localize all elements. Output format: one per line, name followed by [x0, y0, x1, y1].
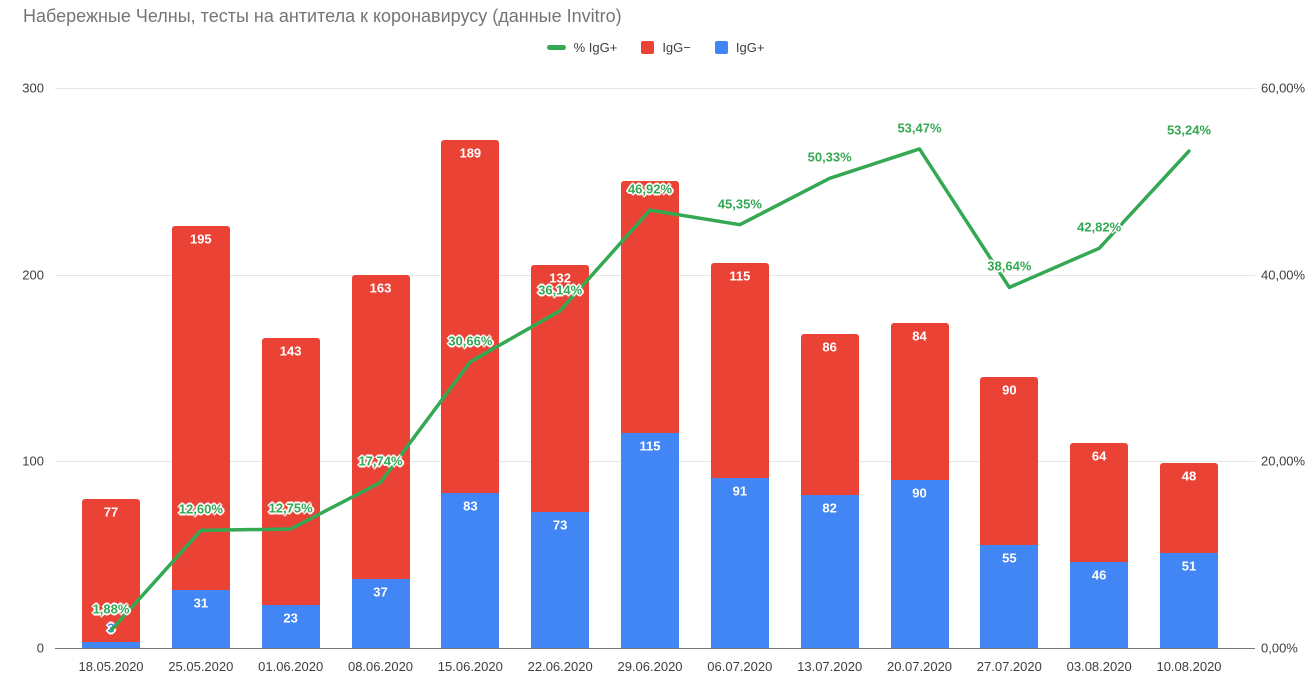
bar-segment-igg-pos[interactable]: [1160, 552, 1218, 648]
x-axis-date-label: 08.06.2020: [347, 659, 414, 674]
left-axis-tick-label: 200: [22, 267, 44, 283]
bar-segment-igg-neg[interactable]: [261, 338, 320, 606]
bar-segment-igg-neg[interactable]: [351, 274, 410, 579]
legend-item-igg-pos[interactable]: IgG+: [714, 39, 765, 55]
percent-line[interactable]: [109, 147, 1191, 633]
legend-label: IgG+: [735, 39, 765, 55]
right-axis-tick-label: 0,00%: [1261, 640, 1298, 656]
x-axis-date-label: 18.05.2020: [78, 659, 144, 674]
red-box-swatch-icon: [641, 40, 655, 54]
x-axis-date-label: 01.06.2020: [258, 659, 324, 674]
bar-segment-igg-neg[interactable]: [710, 263, 769, 479]
bar-segment-igg-pos[interactable]: [710, 478, 769, 648]
right-axis-tick-label: 40,00%: [1261, 267, 1306, 283]
right-axis-tick-label: 60,00%: [1261, 80, 1306, 96]
legend-label: % IgG+: [573, 39, 618, 55]
x-axis-date-label: 29.06.2020: [617, 659, 683, 674]
bar-segment-igg-neg[interactable]: [82, 498, 140, 643]
bar-segment-igg-pos[interactable]: [1070, 562, 1129, 648]
x-axis-baseline: [55, 648, 1255, 649]
bar-segment-igg-pos[interactable]: [531, 511, 590, 648]
bar-segment-igg-pos[interactable]: [351, 578, 410, 648]
x-axis-date-label: 15.06.2020: [437, 659, 503, 674]
bar-segment-igg-neg[interactable]: [531, 265, 590, 512]
line-swatch-icon: [546, 44, 566, 50]
bar-segment-igg-pos[interactable]: [980, 545, 1039, 648]
bar-segment-igg-pos[interactable]: [82, 642, 140, 648]
chart-legend: % IgG+ IgG− IgG+: [0, 37, 1311, 57]
bar-segment-igg-neg[interactable]: [621, 181, 679, 434]
legend-item-igg-neg[interactable]: IgG−: [641, 40, 691, 55]
x-axis-date-label: 13.07.2020: [797, 659, 863, 674]
right-axis-tick-label: 20,00%: [1261, 453, 1306, 469]
left-axis-tick-label: 0: [36, 640, 44, 656]
bar-segment-igg-neg[interactable]: [890, 323, 949, 480]
x-axis-date-label: 03.08.2020: [1066, 659, 1132, 674]
bar-segment-igg-pos[interactable]: [800, 494, 859, 648]
x-axis-date-label: 25.05.2020: [168, 659, 234, 674]
x-axis-date-label: 27.07.2020: [976, 659, 1042, 674]
bar-segment-igg-neg[interactable]: [441, 140, 500, 494]
bar-segment-igg-pos[interactable]: [171, 590, 230, 648]
blue-box-swatch-icon: [714, 40, 728, 54]
bar-segment-igg-pos[interactable]: [621, 433, 679, 648]
bar-segment-igg-pos[interactable]: [890, 480, 949, 648]
legend-item-pct-igg-pos[interactable]: % IgG+: [546, 39, 618, 55]
bar-segment-igg-neg[interactable]: [800, 334, 859, 495]
left-axis-tick-label: 100: [22, 453, 44, 469]
x-axis-date-label: 06.07.2020: [707, 659, 773, 674]
legend-label: IgG−: [662, 39, 691, 55]
bar-segment-igg-neg[interactable]: [1070, 442, 1129, 563]
bar-segment-igg-pos[interactable]: [441, 493, 500, 648]
bar-segment-igg-pos[interactable]: [261, 605, 320, 648]
x-axis-date-label: 10.08.2020: [1156, 659, 1222, 674]
bar-segment-igg-neg[interactable]: [980, 377, 1039, 546]
x-axis-date-label: 20.07.2020: [886, 659, 953, 674]
left-axis-tick-label: 300: [22, 80, 44, 96]
chart-title: Набережные Челны, тесты на антитела к ко…: [23, 6, 622, 26]
gridline: [55, 88, 1255, 89]
bar-segment-igg-neg[interactable]: [1160, 463, 1218, 553]
x-axis-date-label: 22.06.2020: [527, 659, 593, 674]
